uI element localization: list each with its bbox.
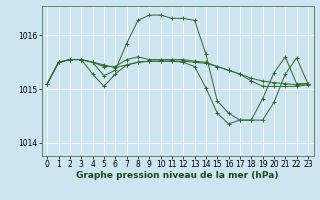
X-axis label: Graphe pression niveau de la mer (hPa): Graphe pression niveau de la mer (hPa) <box>76 171 279 180</box>
